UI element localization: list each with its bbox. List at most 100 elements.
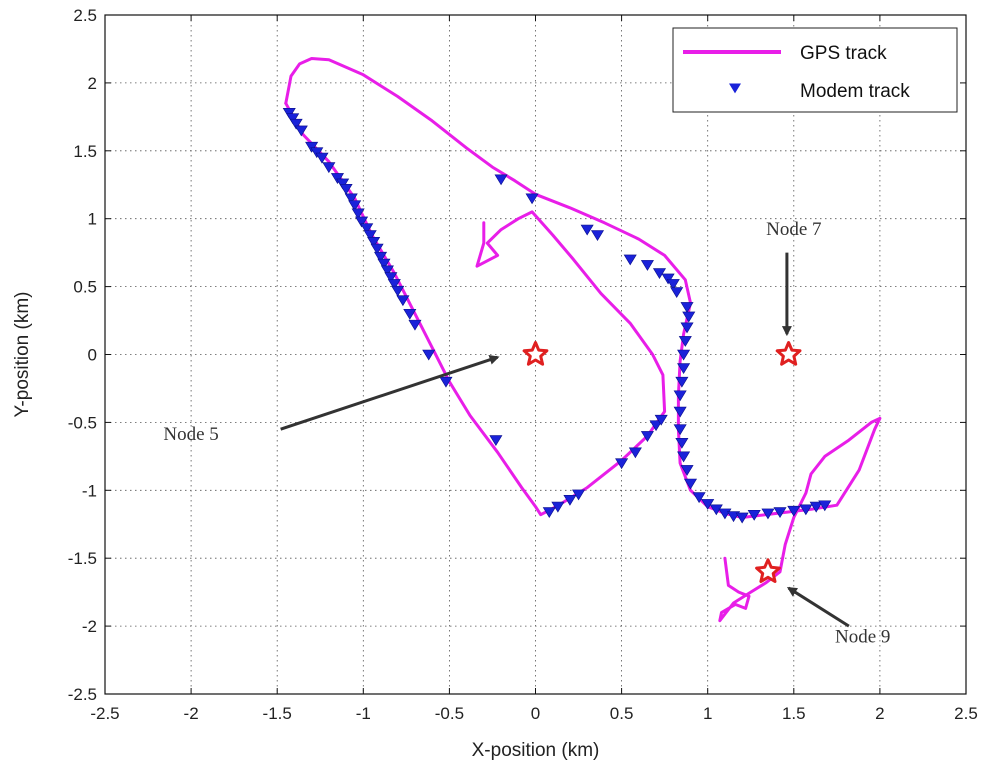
- modem-track-point: [590, 230, 605, 241]
- modem-track-point: [525, 193, 539, 205]
- modem-track-point: [282, 107, 296, 119]
- modem-track-point: [387, 279, 401, 290]
- modem-track-point: [344, 193, 358, 205]
- modem-track-point: [682, 311, 696, 323]
- modem-track-point: [348, 200, 362, 212]
- modem-track-point: [673, 390, 687, 402]
- node-star-marker: [775, 341, 802, 366]
- modem-track-point: [373, 251, 388, 263]
- modem-track-point: [572, 489, 586, 501]
- modem-track-point: [809, 501, 823, 513]
- modem-track-point: [787, 505, 801, 517]
- modem-track-point: [701, 499, 715, 510]
- modem-track-point: [286, 113, 300, 125]
- y-tick-label: -1.5: [68, 549, 97, 568]
- y-axis-label: Y-position (km): [12, 291, 33, 417]
- y-tick-label: 2.5: [73, 6, 97, 25]
- tick-labels: -2.5 -2 -1.5 -1 -0.5 0 0.5 1 1.5 2 2.5 2.5 2 1.5 1 0.5 0…: [68, 6, 978, 723]
- modem-track-point: [654, 414, 668, 426]
- node-star-marker: [522, 341, 549, 366]
- modem-track-point: [351, 208, 365, 220]
- modem-track-point: [692, 492, 706, 504]
- legend-gps-label: GPS track: [800, 43, 887, 64]
- legend: GPS track Modem track: [672, 27, 958, 113]
- y-tick-label: 1.5: [73, 142, 97, 161]
- annotation-label: Node 7: [766, 219, 821, 240]
- annotation-arrow: [786, 586, 850, 628]
- y-tick-label: 2: [88, 74, 97, 93]
- plot-area: [282, 57, 882, 623]
- modem-track-point: [380, 265, 394, 277]
- modem-track-point: [391, 285, 405, 297]
- modem-track-point: [640, 260, 654, 271]
- modem-track-point: [305, 141, 319, 153]
- modem-track-point: [666, 279, 680, 290]
- modem-track-point: [563, 495, 577, 506]
- modem-track-point: [370, 243, 384, 255]
- modem-track-point: [615, 458, 629, 470]
- modem-track-point: [623, 254, 637, 266]
- y-tick-label: -1: [82, 481, 97, 500]
- y-tick-label: 0: [88, 346, 97, 365]
- x-tick-label: -2: [184, 704, 199, 723]
- modem-track-point: [773, 507, 787, 519]
- y-tick-label: 1: [88, 210, 97, 229]
- x-tick-label: -1.5: [263, 704, 292, 723]
- modem-track-point: [675, 437, 689, 449]
- x-tick-label: 1.5: [782, 704, 806, 723]
- x-tick-label: -0.5: [435, 704, 464, 723]
- modem-track-point: [396, 295, 410, 307]
- modem-track-point: [680, 322, 694, 334]
- modem-track-point: [294, 125, 308, 137]
- x-axis-label: X-position (km): [472, 740, 600, 761]
- plot-frame: [104, 14, 967, 695]
- y-tick-label: 0.5: [73, 278, 97, 297]
- x-tick-label: -1: [356, 704, 371, 723]
- modem-track-point: [747, 509, 761, 521]
- modem-track-point: [542, 507, 556, 519]
- modem-track-point: [360, 223, 374, 235]
- y-tick-label: -2.5: [68, 685, 97, 704]
- modem-track-point: [818, 500, 832, 512]
- modem-track-point: [680, 465, 694, 476]
- modem-track-point: [670, 287, 684, 299]
- x-tick-label: 1: [703, 704, 712, 723]
- modem-track-point: [761, 508, 775, 520]
- annotation-label: Node 9: [835, 626, 890, 647]
- gps-track-line: [284, 101, 667, 517]
- y-tick-label: -0.5: [68, 413, 97, 432]
- modem-track-point: [680, 302, 694, 313]
- modem-track-point: [652, 268, 667, 279]
- modem-track-point: [677, 363, 691, 375]
- x-tick-label: -2.5: [90, 704, 119, 723]
- modem-track-point: [336, 178, 350, 190]
- modem-track-point: [339, 184, 353, 195]
- modem-track-point: [403, 308, 417, 320]
- legend-modem-swatch: [729, 83, 741, 94]
- x-tick-label: 0.5: [610, 704, 634, 723]
- modem-track-point: [494, 174, 508, 186]
- modem-track-point: [628, 447, 642, 459]
- modem-track-point: [551, 501, 565, 513]
- modem-track-point: [330, 173, 345, 184]
- modem-track-point: [649, 420, 663, 432]
- gps-track-line: [284, 57, 882, 623]
- modem-track-point: [580, 224, 594, 236]
- modem-track-point: [678, 336, 692, 347]
- modem-track-point: [367, 236, 381, 248]
- modem-track-point: [675, 376, 689, 388]
- annotations: Node 5 Node 7 Node 9: [163, 219, 890, 647]
- modem-track-point: [422, 349, 436, 361]
- x-tick-label: 2: [875, 704, 884, 723]
- modem-track-point: [661, 273, 675, 285]
- legend-modem-label: Modem track: [800, 81, 910, 102]
- modem-track-point: [408, 319, 422, 331]
- modem-track-point: [377, 258, 391, 270]
- x-tick-label: 0: [531, 704, 540, 723]
- modem-track-point: [363, 230, 377, 241]
- modem-track-point: [322, 162, 336, 174]
- modem-track-point: [439, 376, 453, 388]
- modem-track-point: [355, 216, 369, 228]
- annotation-arrow: [280, 354, 500, 431]
